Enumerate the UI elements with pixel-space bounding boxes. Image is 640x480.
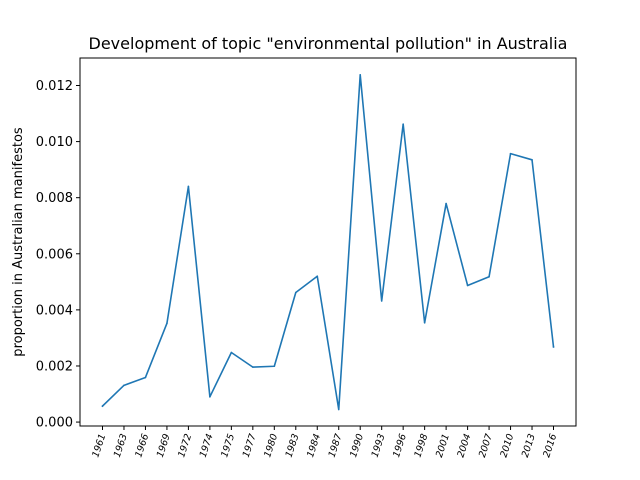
y-tick-label: 0.008 bbox=[36, 191, 73, 206]
y-tick-label: 0.006 bbox=[36, 247, 73, 262]
data-point bbox=[380, 300, 383, 302]
y-tick-label: 0.002 bbox=[36, 359, 73, 374]
data-point bbox=[359, 74, 362, 76]
data-point bbox=[337, 408, 340, 411]
y-tick-label: 0.004 bbox=[36, 303, 73, 318]
data-point bbox=[230, 351, 233, 354]
data-point bbox=[445, 202, 447, 205]
data-point bbox=[531, 159, 533, 161]
data-point bbox=[402, 123, 404, 125]
data-point bbox=[316, 275, 319, 278]
data-point bbox=[488, 275, 490, 278]
data-point bbox=[144, 376, 147, 379]
data-point bbox=[466, 284, 469, 287]
y-tick-label: 0.000 bbox=[36, 416, 73, 431]
data-point bbox=[101, 405, 104, 407]
data-point bbox=[294, 291, 297, 294]
y-tick-label: 0.012 bbox=[36, 79, 73, 94]
data-point bbox=[273, 365, 276, 368]
chart-title: Development of topic "environmental poll… bbox=[89, 34, 568, 53]
y-tick-label: 0.010 bbox=[36, 135, 73, 150]
data-point bbox=[423, 321, 426, 324]
data-point bbox=[209, 396, 211, 398]
axes-frame bbox=[79, 57, 577, 427]
data-point bbox=[552, 346, 555, 348]
data-point bbox=[166, 322, 168, 325]
data-point bbox=[123, 384, 125, 387]
series-line bbox=[101, 74, 555, 411]
y-axis-label: proportion in Australian manifestos bbox=[11, 127, 26, 357]
data-point bbox=[187, 185, 190, 188]
data-point bbox=[252, 366, 254, 368]
data-point bbox=[509, 152, 512, 155]
